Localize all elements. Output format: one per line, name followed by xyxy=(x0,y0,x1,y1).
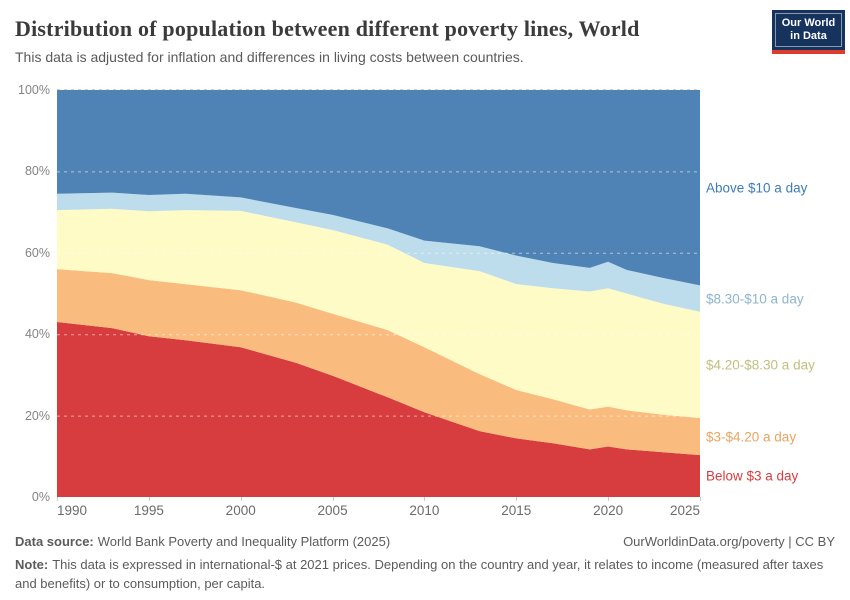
note-label: Note: xyxy=(15,557,49,572)
y-axis-label-100: 100% xyxy=(18,83,50,97)
x-axis-tick-2010 xyxy=(424,497,426,501)
page-subtitle: This data is adjusted for inflation and … xyxy=(15,49,524,65)
legend-item-above-10-a-day[interactable]: Above $10 a day xyxy=(706,180,808,196)
area-8-30-10-a-day[interactable] xyxy=(57,192,700,312)
note-line: Note: This data is expressed in internati… xyxy=(15,555,837,593)
x-axis-label-1990: 1990 xyxy=(57,503,88,518)
y-axis-label-20: 20% xyxy=(24,408,50,423)
x-axis-tick-2005 xyxy=(332,497,334,501)
gridline-100pct xyxy=(57,89,700,90)
x-axis-label-2015: 2015 xyxy=(501,503,532,518)
y-axis-label-0: 0% xyxy=(31,490,50,504)
x-axis-tick-1995 xyxy=(148,497,150,501)
x-axis-label-1995: 1995 xyxy=(133,503,164,518)
owid-logo[interactable]: Our World in Data xyxy=(772,10,845,54)
owid-logo-box: Our World in Data xyxy=(772,10,845,50)
x-axis-label-2010: 2010 xyxy=(409,503,440,518)
attribution-link[interactable]: OurWorldinData.org/poverty | CC BY xyxy=(623,534,835,549)
legend-item-3-4-20-a-day[interactable]: $3-$4.20 a day xyxy=(706,429,797,445)
note-value: This data is expressed in international-… xyxy=(15,557,824,591)
x-axis-tick-2000 xyxy=(240,497,242,501)
x-axis-label-2020: 2020 xyxy=(593,503,624,518)
y-axis-label-80: 80% xyxy=(24,164,50,179)
data-source-line: Data source: World Bank Poverty and Inequ… xyxy=(15,534,390,549)
page-title: Distribution of population between diffe… xyxy=(15,16,640,41)
x-axis-label-2025: 2025 xyxy=(669,503,700,518)
y-axis-label-40: 40% xyxy=(24,327,50,342)
area-below-3-a-day[interactable] xyxy=(57,322,700,497)
owid-logo-redbar xyxy=(772,50,845,54)
x-axis-label-2000: 2000 xyxy=(225,503,256,518)
stacked-area-plot[interactable] xyxy=(57,90,700,497)
area-4-20-8-30-a-day[interactable] xyxy=(57,208,700,418)
legend-item-4-20-8-30-a-day[interactable]: $4.20-$8.30 a day xyxy=(706,357,815,373)
x-axis-tick-1990 xyxy=(57,497,58,501)
owid-logo-line1: Our World xyxy=(781,17,836,29)
x-axis-label-2005: 2005 xyxy=(317,503,348,518)
data-source-label: Data source: xyxy=(15,534,94,549)
data-source-value: World Bank Poverty and Inequality Platfo… xyxy=(97,534,391,549)
legend-item-below-3-a-day[interactable]: Below $3 a day xyxy=(706,468,799,484)
x-axis-tick-2020 xyxy=(608,497,610,501)
legend-item-8-30-10-a-day[interactable]: $8.30-$10 a day xyxy=(706,291,804,307)
x-axis-tick-2015 xyxy=(516,497,518,501)
owid-logo-line2: in Data xyxy=(790,30,827,42)
x-axis-tick-2025 xyxy=(700,497,701,501)
area-3-4-20-a-day[interactable] xyxy=(57,269,700,456)
y-axis-label-60: 60% xyxy=(24,245,50,260)
area-above-10-a-day[interactable] xyxy=(57,90,700,286)
